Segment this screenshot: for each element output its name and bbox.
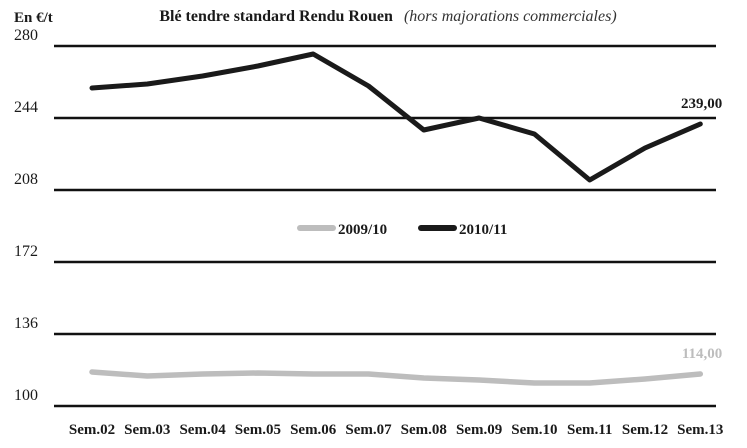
y-tick-label: 172 <box>14 243 38 260</box>
legend: 2009/10 2010/11 <box>297 222 507 238</box>
grid-lines <box>54 44 716 408</box>
x-tick-label: Sem.11 <box>567 422 612 438</box>
legend-label-2010-11: 2010/11 <box>459 222 507 238</box>
x-tick-label: Sem.13 <box>677 422 723 438</box>
x-tick-label: Sem.06 <box>290 422 337 438</box>
legend-label-2009-10: 2009/10 <box>338 222 387 238</box>
y-tick-label: 136 <box>14 315 38 332</box>
y-tick-label: 280 <box>14 27 38 44</box>
x-tick-label: Sem.02 <box>69 422 115 438</box>
chart-title-main: Blé tendre standard Rendu Rouen <box>159 8 393 25</box>
chart-title: Blé tendre standard Rendu Rouen (hors ma… <box>159 6 616 25</box>
x-tick-label: Sem.12 <box>622 422 668 438</box>
x-tick-label: Sem.10 <box>511 422 557 438</box>
x-axis-ticks: Sem.02 Sem.03 Sem.04 Sem.05 Sem.06 Sem.07 Sem.… <box>69 422 724 438</box>
x-tick-label: Sem.03 <box>124 422 170 438</box>
end-label-2009-10: 114,00 <box>682 346 722 362</box>
series-line-2010-11 <box>89 51 703 183</box>
chart-title-subtitle: (hors majorations commerciales) <box>404 8 617 25</box>
x-tick-label: Sem.09 <box>456 422 502 438</box>
y-tick-label: 244 <box>14 99 38 116</box>
series-line-2009-10 <box>89 369 704 386</box>
y-axis-ticks: 100 136 172 208 244 280 <box>14 27 38 404</box>
y-tick-label: 100 <box>14 387 38 404</box>
end-labels: 114,00 239,00 <box>681 96 722 362</box>
x-tick-label: Sem.04 <box>179 422 226 438</box>
x-tick-label: Sem.05 <box>235 422 281 438</box>
series-lines <box>89 51 704 386</box>
end-label-2010-11: 239,00 <box>681 96 722 112</box>
y-tick-label: 208 <box>14 171 38 188</box>
x-tick-label: Sem.07 <box>345 422 392 438</box>
x-tick-label: Sem.08 <box>401 422 447 438</box>
unit-label: En €/t <box>14 10 53 26</box>
